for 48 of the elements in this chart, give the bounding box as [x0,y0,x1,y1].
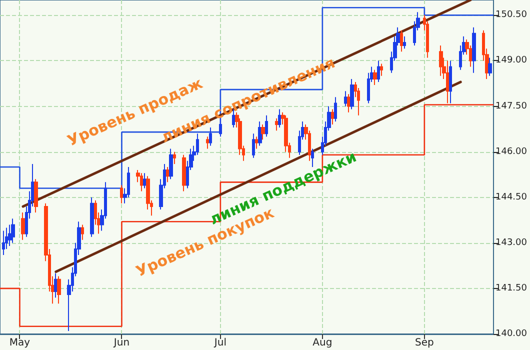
candlestick [90,196,94,238]
candlestick [377,60,380,82]
candlestick [143,172,147,189]
y-tick-label: 141.50 [496,283,528,294]
candlestick [169,148,173,180]
candlestick [219,118,222,138]
candlestick [81,224,84,240]
candlestick [449,60,452,104]
x-tick-label: Sep [414,338,434,348]
y-tick-label: 143.00 [496,238,528,248]
candlestick [334,96,337,122]
candlestick [261,124,265,140]
candlestick [173,151,176,164]
candlestick [11,218,15,244]
candlestick [252,133,255,158]
candlestick [350,78,354,110]
y-tick-label: 146.00 [496,146,528,157]
y-tick-label: 147.50 [496,101,528,112]
candlestick [446,60,449,104]
candlestick [380,63,383,76]
candlestick [255,136,258,150]
candlestick [120,184,123,204]
candlestick [209,127,212,146]
candlestick [275,118,278,132]
x-tick-label: Aug [312,338,332,348]
candlestick [373,69,377,86]
candlestick [166,166,170,183]
y-tick-label: 140.00 [496,329,528,339]
candlestick [258,120,262,146]
x-tick-label: Jul [213,338,226,348]
candlestick [21,212,25,240]
y-tick-label: 149.00 [496,56,528,66]
x-tick-label: May [9,338,30,348]
y-tick-label: 144.50 [496,192,528,202]
candlestick [182,154,186,192]
candlestick [57,276,61,304]
candlestick [403,36,406,50]
candlestick [344,90,347,107]
candlestick [34,178,38,214]
candlestick [140,172,143,192]
candlestick [439,45,443,76]
x-tick-label: Jun [112,338,130,348]
candlestick [488,57,492,76]
candlestick [472,26,476,74]
candlestick [347,94,350,113]
y-tick-label: 150.50 [496,10,528,20]
candlestick [400,30,403,52]
candlestick [2,230,5,256]
